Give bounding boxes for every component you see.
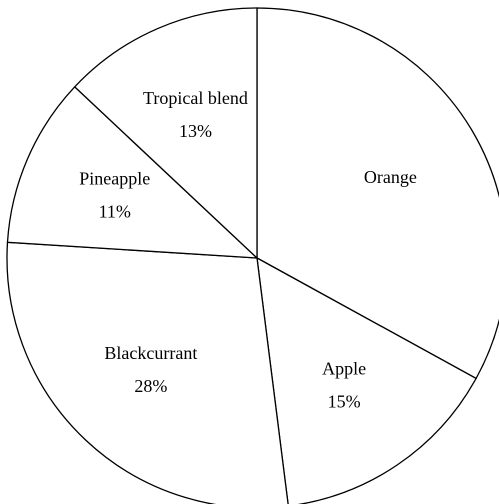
pie-slice — [256, 7, 499, 380]
slice-value-label: 15% — [328, 391, 361, 411]
slice-label: Tropical blend — [143, 88, 248, 108]
slice-value-label: 28% — [134, 376, 167, 396]
slice-value-label: 11% — [99, 202, 131, 222]
slice-value-label: 13% — [179, 121, 212, 141]
pie-slice — [73, 7, 258, 260]
slice-label: Blackcurrant — [104, 343, 197, 363]
slice-label: Apple — [322, 358, 366, 378]
pie-slice — [6, 85, 259, 259]
pie-slice — [256, 256, 477, 504]
slice-label: Orange — [364, 167, 417, 187]
pie-slice — [6, 241, 289, 504]
slice-label: Pineapple — [79, 169, 150, 189]
